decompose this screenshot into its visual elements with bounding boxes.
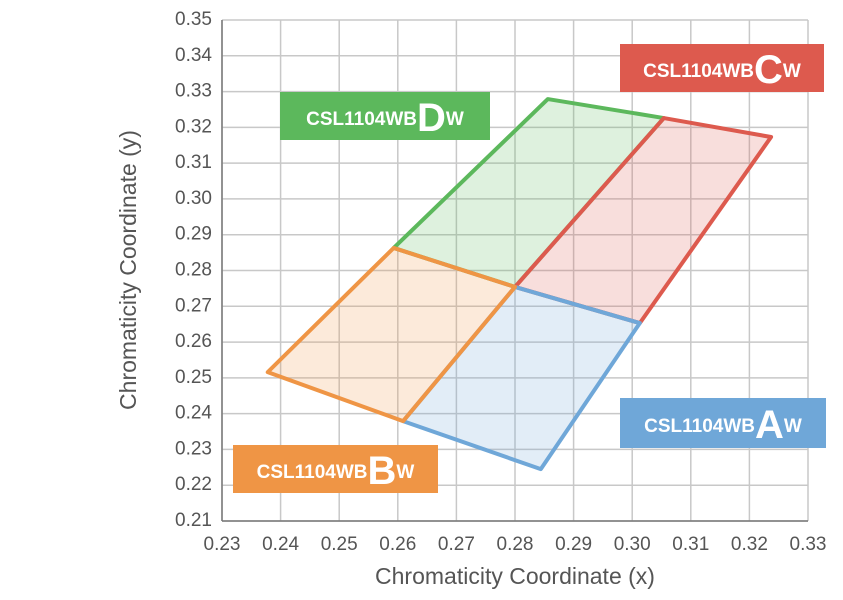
y-tick-label: 0.34: [175, 45, 212, 66]
y-tick-label: 0.31: [175, 152, 212, 173]
legend-label: CSL1104WBBW: [257, 449, 415, 493]
y-tick-label: 0.22: [175, 474, 212, 495]
y-tick-label: 0.35: [175, 9, 212, 30]
legend-box: [620, 398, 826, 448]
x-tick-label: 0.31: [672, 534, 709, 555]
y-tick-label: 0.23: [175, 438, 212, 459]
x-tick-label: 0.23: [204, 534, 241, 555]
legend-box: [620, 44, 824, 92]
x-tick-label: 0.29: [555, 534, 592, 555]
x-tick-label: 0.24: [262, 534, 299, 555]
y-tick-label: 0.32: [175, 116, 212, 137]
y-axis-title: Chromaticity Coordinate (y): [115, 130, 141, 410]
x-tick-label: 0.27: [438, 534, 475, 555]
x-axis-title: Chromaticity Coordinate (x): [375, 563, 655, 589]
y-tick-label: 0.21: [175, 510, 212, 531]
x-tick-label: 0.33: [790, 534, 827, 555]
x-tick-label: 0.32: [731, 534, 768, 555]
x-tick-label: 0.26: [379, 534, 416, 555]
y-tick-label: 0.28: [175, 260, 212, 281]
y-tick-label: 0.29: [175, 224, 212, 245]
y-tick-label: 0.33: [175, 81, 212, 102]
y-tick-label: 0.24: [175, 403, 212, 424]
region: [265, 245, 517, 424]
legend-label: CSL1104WBDW: [306, 96, 464, 140]
x-tick-label: 0.30: [614, 534, 651, 555]
x-tick-label: 0.25: [321, 534, 358, 555]
y-tick-label: 0.25: [175, 367, 212, 388]
y-tick-label: 0.26: [175, 331, 212, 352]
legend-label: CSL1104WBAW: [644, 403, 802, 447]
y-tick-label: 0.30: [175, 188, 212, 209]
legend-label: CSL1104WBCW: [643, 48, 801, 92]
x-tick-label: 0.28: [497, 534, 534, 555]
y-tick-label: 0.27: [175, 295, 212, 316]
legend-box: [280, 92, 490, 140]
legend-box: [233, 445, 438, 493]
